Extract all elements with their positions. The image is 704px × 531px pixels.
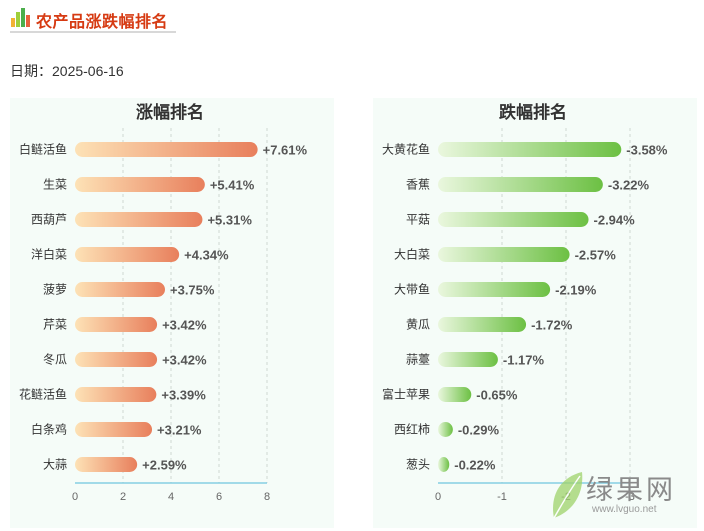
value-label: -0.65%	[476, 388, 518, 403]
bar	[438, 422, 453, 437]
date-label: 日期：	[10, 63, 52, 79]
bar	[75, 422, 153, 437]
page-header: 农产品涨跌幅排名	[10, 6, 180, 34]
fall-ranking-panel: 跌幅排名0-1-2-3大黄花鱼-3.58%香蕉-3.22%平菇-2.94%大白菜…	[373, 98, 697, 528]
x-tick-label: 8	[264, 491, 270, 503]
value-label: +2.59%	[142, 458, 187, 473]
bar	[75, 177, 205, 192]
value-label: +7.61%	[263, 143, 308, 158]
leaf-logo-icon	[553, 472, 583, 519]
date-value: 2025-06-16	[52, 63, 124, 79]
category-label: 平菇	[406, 213, 430, 227]
category-label: 大白菜	[394, 247, 430, 262]
value-label: -2.19%	[555, 283, 597, 298]
bar	[75, 212, 203, 227]
bar	[438, 352, 498, 367]
title-underline	[10, 31, 176, 33]
chart-title: 跌幅排名	[499, 102, 567, 122]
watermark: 绿果网 www.lvguo.net	[548, 468, 704, 528]
bar	[75, 282, 165, 297]
bar	[438, 177, 603, 192]
watermark-url: www.lvguo.net	[592, 504, 657, 515]
bar	[75, 457, 138, 472]
x-tick-label: -3	[625, 491, 635, 503]
value-label: +4.34%	[184, 248, 229, 263]
bar	[75, 247, 180, 262]
x-tick-label: 0	[72, 491, 78, 503]
bar	[75, 317, 158, 332]
watermark-text: 绿果网	[586, 475, 676, 505]
category-label: 香蕉	[406, 178, 430, 192]
category-label: 大带鱼	[394, 283, 430, 297]
value-label: -1.72%	[531, 318, 573, 333]
page-title: 农产品涨跌幅排名	[36, 14, 169, 31]
chart-title: 涨幅排名	[136, 102, 204, 122]
value-label: +3.75%	[170, 283, 215, 298]
value-label: -3.22%	[608, 178, 650, 193]
bar	[438, 142, 622, 157]
value-label: +5.41%	[210, 178, 255, 193]
category-label: 洋白菜	[31, 247, 67, 262]
bar	[438, 247, 570, 262]
value-label: -3.58%	[626, 143, 668, 158]
bar-chart-icon	[11, 8, 30, 27]
bar	[438, 457, 450, 472]
category-label: 西红柿	[394, 422, 430, 437]
x-tick-label: 4	[168, 491, 174, 503]
category-label: 黄瓜	[406, 318, 430, 332]
category-label: 大黄花鱼	[382, 142, 430, 157]
value-label: -0.29%	[458, 423, 500, 438]
value-label: -2.57%	[575, 248, 617, 263]
date-row: 日期：2025-06-16	[10, 61, 124, 81]
bar	[438, 282, 551, 297]
rise-ranking-chart: 涨幅排名 0 2 4 6 8 白鲢活鱼 +7.61% 生菜 +5.41% 西葫芦 +5.31% 洋白菜 +…	[19, 102, 308, 503]
bar	[438, 317, 527, 332]
bar	[75, 352, 158, 367]
value-label: -1.17%	[503, 353, 545, 368]
rise-ranking-panel: 涨幅排名 0 2 4 6 8 白鲢活鱼 +7.61% 生菜 +5.41% 西葫芦 +5.31% 洋白菜 +…	[10, 98, 334, 528]
value-label: -0.22%	[454, 458, 496, 473]
category-label: 葱头	[406, 458, 430, 472]
value-label: -2.94%	[594, 213, 636, 228]
value-label: +3.39%	[161, 388, 206, 403]
category-label: 菠萝	[43, 283, 67, 297]
value-label: +3.42%	[162, 353, 207, 368]
x-tick-label: 0	[435, 491, 441, 503]
category-label: 生菜	[43, 178, 67, 192]
x-tick-label: -1	[497, 491, 507, 503]
value-label: +3.42%	[162, 318, 207, 333]
x-tick-label: 6	[216, 491, 222, 503]
category-label: 白条鸡	[31, 422, 67, 437]
category-label: 芹菜	[43, 318, 67, 332]
category-label: 白鲢活鱼	[19, 142, 67, 157]
bar	[75, 142, 258, 157]
category-label: 蒜薹	[406, 352, 430, 367]
value-label: +5.31%	[207, 213, 252, 228]
x-tick-label: 2	[120, 491, 126, 503]
category-label: 花鲢活鱼	[19, 387, 67, 402]
bar	[438, 387, 472, 402]
category-label: 西葫芦	[31, 213, 67, 227]
bar	[438, 212, 589, 227]
bar	[75, 387, 157, 402]
category-label: 大蒜	[43, 458, 67, 472]
category-label: 富士苹果	[382, 387, 430, 402]
category-label: 冬瓜	[43, 352, 67, 367]
value-label: +3.21%	[157, 423, 202, 438]
fall-ranking-chart: 跌幅排名0-1-2-3大黄花鱼-3.58%香蕉-3.22%平菇-2.94%大白菜…	[382, 102, 668, 503]
